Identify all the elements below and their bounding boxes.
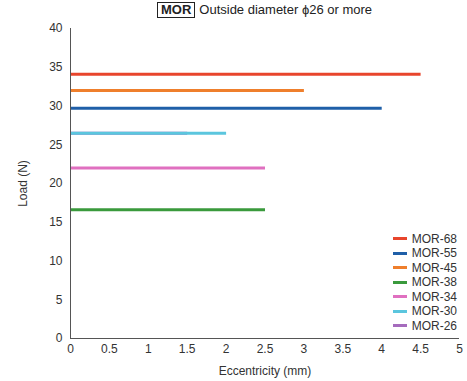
svg-text:0.5: 0.5 xyxy=(101,342,118,356)
svg-text:3: 3 xyxy=(301,342,308,356)
html-text:MOR-34: MOR-34 xyxy=(411,289,457,304)
svg-text:1: 1 xyxy=(145,342,152,356)
html-text:MOR: MOR xyxy=(161,2,192,17)
svg-text:5: 5 xyxy=(456,342,463,356)
svg-text:15: 15 xyxy=(49,215,63,229)
html-text:MOR-30: MOR-30 xyxy=(411,304,457,318)
svg-text:4.5: 4.5 xyxy=(412,342,429,356)
svg-text:Load (N): Load (N) xyxy=(16,160,30,207)
svg-text:0: 0 xyxy=(56,331,63,345)
html-text:MOR-26: MOR-26 xyxy=(411,318,457,333)
svg-text:10: 10 xyxy=(49,254,63,268)
svg-text:Eccentricity (mm): Eccentricity (mm) xyxy=(219,364,312,378)
svg-text:30: 30 xyxy=(49,99,63,113)
svg-text:40: 40 xyxy=(49,21,63,35)
html-text:Outside diameter ϕ26 or more: Outside diameter ϕ26 or more xyxy=(199,2,372,17)
svg-text:25: 25 xyxy=(49,138,63,152)
svg-text:2.5: 2.5 xyxy=(257,342,274,356)
svg-text:4: 4 xyxy=(378,342,385,356)
svg-text:2: 2 xyxy=(223,342,230,356)
svg-text:35: 35 xyxy=(49,60,63,74)
svg-text:20: 20 xyxy=(49,176,63,190)
svg-text:0: 0 xyxy=(67,342,74,356)
svg-text:1.5: 1.5 xyxy=(179,342,196,356)
html-text:MOR-38: MOR-38 xyxy=(411,275,457,289)
svg-text:5: 5 xyxy=(56,293,63,307)
html-text:MOR-45: MOR-45 xyxy=(411,260,457,275)
html-text:MOR-55: MOR-55 xyxy=(411,246,457,260)
svg-text:3.5: 3.5 xyxy=(334,342,351,356)
html-text:MOR-68: MOR-68 xyxy=(411,231,457,246)
